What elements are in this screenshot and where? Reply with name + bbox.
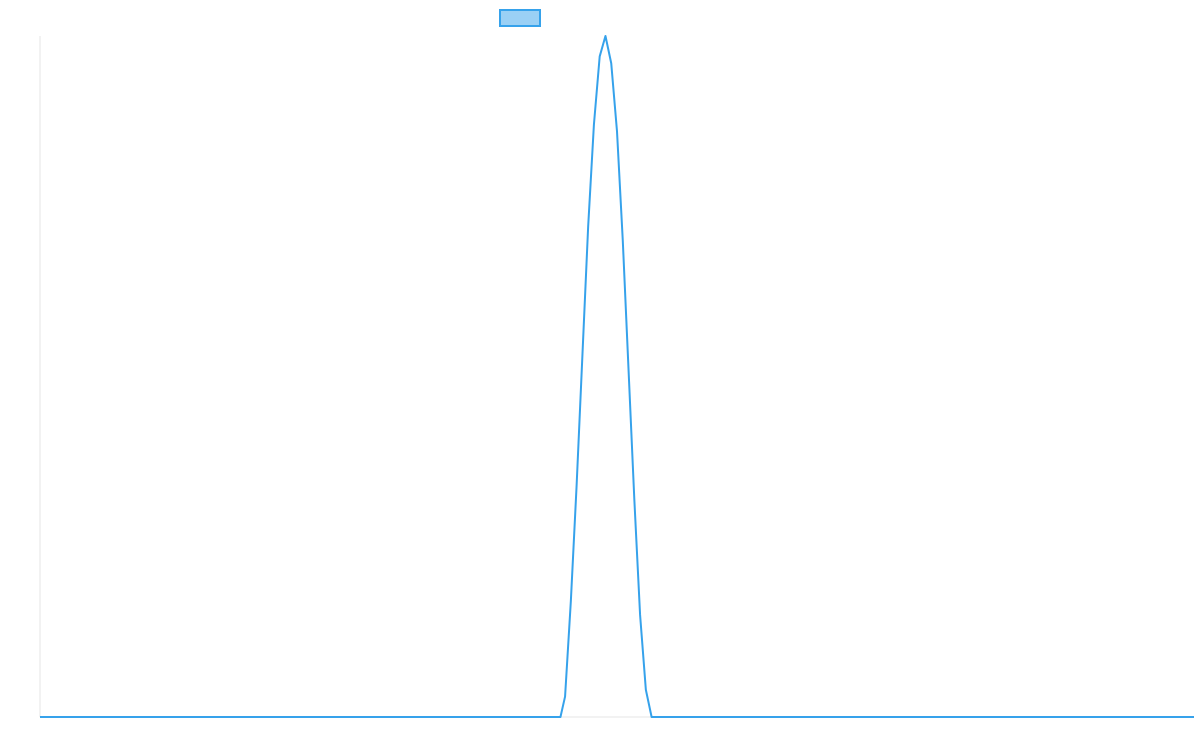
series-layer — [40, 35, 1194, 718]
series-line-0 — [40, 35, 1194, 718]
legend-swatch-0[interactable] — [499, 9, 541, 27]
legend[interactable] — [499, 9, 541, 27]
